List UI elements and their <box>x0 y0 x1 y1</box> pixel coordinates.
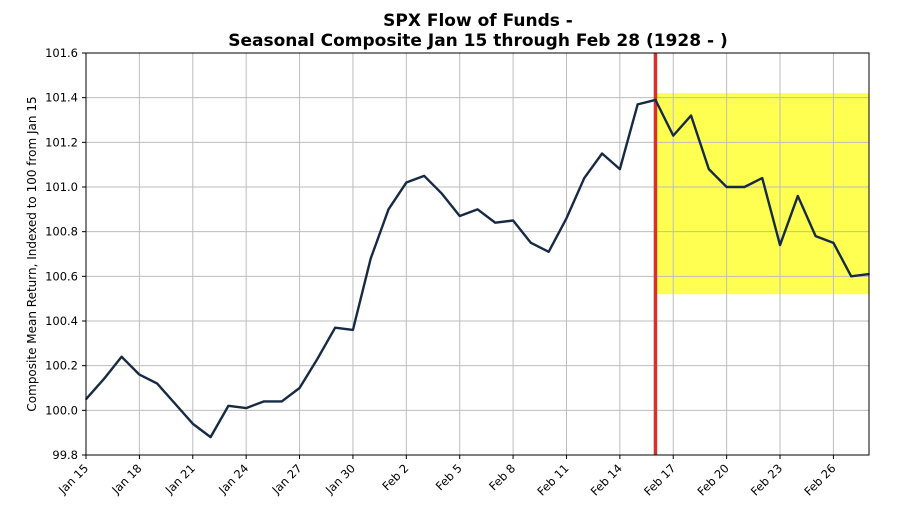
series-point <box>690 114 692 117</box>
series-point <box>814 235 817 237</box>
series-point <box>298 387 301 389</box>
series-point <box>369 257 372 260</box>
y-tick-label: 99.8 <box>52 448 78 462</box>
y-tick-label: 100.8 <box>45 225 78 239</box>
series-point <box>423 175 425 177</box>
series-point <box>619 168 621 170</box>
series-point <box>334 326 336 329</box>
series-point <box>583 177 586 179</box>
x-tick-label: Feb 17 <box>641 461 678 498</box>
x-axis-ticks: Jan 15 Jan 18 Jan 21 Jan 24 Jan 27 Jan 30 Feb … <box>55 455 839 498</box>
series-point <box>191 422 194 425</box>
series-point <box>636 103 639 106</box>
y-axis-ticks: 99.8 100.0 100.2 100.4 100.6 100.8 101.0 101.2 1… <box>45 46 86 462</box>
series-point <box>494 221 497 224</box>
x-tick-label: Jan 15 <box>55 461 91 497</box>
plot-frame <box>85 52 870 456</box>
series-point <box>263 400 265 403</box>
x-tick-label: Feb 14 <box>588 461 625 498</box>
x-tick-label: Feb 11 <box>534 461 571 498</box>
y-tick-label: 100.2 <box>45 359 78 373</box>
series-point <box>601 152 603 155</box>
x-tick-label: Jan 21 <box>162 461 198 497</box>
series-point <box>761 177 764 179</box>
y-tick-label: 101.2 <box>45 135 78 149</box>
series-point <box>405 181 408 184</box>
series-point <box>209 436 212 438</box>
series-point <box>352 329 354 331</box>
series-point <box>458 215 461 217</box>
x-tick-label: Feb 20 <box>695 461 732 498</box>
series-point <box>120 355 123 358</box>
y-tick-label: 100.4 <box>45 314 78 328</box>
series-point <box>387 208 390 211</box>
series-point <box>547 250 550 253</box>
series-point <box>779 244 781 246</box>
series-point <box>245 407 247 409</box>
x-tick-label: Jan 27 <box>269 461 305 497</box>
series-point <box>565 217 568 220</box>
series-point <box>832 242 835 244</box>
x-tick-label: Feb 23 <box>748 461 785 498</box>
chart-title-line-2: Seasonal Composite Jan 15 through Feb 28… <box>228 31 727 51</box>
series-point <box>850 275 853 278</box>
series-point <box>280 400 283 403</box>
series-point <box>316 358 319 360</box>
series-point <box>708 168 710 170</box>
series-point <box>174 402 176 405</box>
series-point <box>156 382 158 385</box>
x-tick-label: Jan 24 <box>215 461 251 497</box>
y-tick-label: 101.0 <box>45 180 78 194</box>
x-tick-label: Feb 2 <box>379 461 411 493</box>
series-point <box>725 186 728 188</box>
x-tick-label: Jan 30 <box>322 461 358 497</box>
y-tick-label: 100.0 <box>45 403 78 417</box>
y-axis-label: Composite Mean Return, Indexed to 100 fr… <box>25 96 39 411</box>
series-point <box>138 373 141 376</box>
series-point <box>227 405 230 407</box>
series-point <box>672 134 675 137</box>
series-layer <box>85 98 870 439</box>
series-point <box>476 208 479 211</box>
x-tick-label: Jan 18 <box>108 461 144 497</box>
y-tick-label: 100.6 <box>45 269 78 283</box>
series-point <box>743 186 746 188</box>
x-tick-label: Feb 5 <box>433 461 465 493</box>
highlight-region <box>655 93 869 295</box>
series-point <box>654 99 657 101</box>
x-tick-label: Feb 26 <box>801 461 838 498</box>
chart-title-line-1: SPX Flow of Funds - <box>383 11 573 31</box>
series-point <box>797 195 799 197</box>
y-tick-label: 101.6 <box>45 46 78 60</box>
series-point <box>512 219 514 222</box>
series-point <box>441 192 443 195</box>
series-point <box>102 378 105 380</box>
y-tick-label: 101.4 <box>45 91 78 105</box>
series-point <box>530 242 532 244</box>
x-tick-label: Feb 8 <box>486 461 518 493</box>
